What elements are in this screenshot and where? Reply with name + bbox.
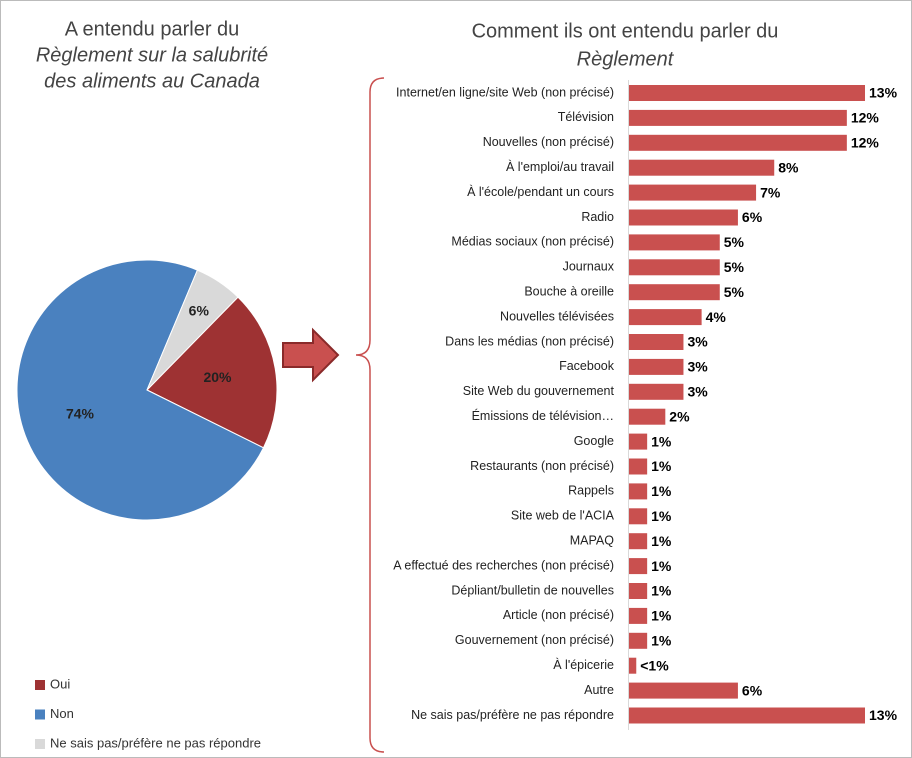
bar xyxy=(629,458,648,475)
value-label: 12% xyxy=(851,110,880,126)
category-label: À l'école/pendant un cours xyxy=(467,184,614,199)
bar xyxy=(629,159,775,176)
bar xyxy=(629,383,684,400)
brace xyxy=(355,77,385,753)
value-label: 5% xyxy=(724,234,745,250)
category-label: Dans les médias (non précisé) xyxy=(445,334,614,348)
value-label: 1% xyxy=(651,433,672,449)
value-label: 7% xyxy=(760,184,781,200)
pie-slice xyxy=(146,269,239,391)
value-label: 1% xyxy=(651,458,672,474)
value-label: 12% xyxy=(851,135,880,151)
value-label: 5% xyxy=(724,259,745,275)
category-label: Émissions de télévision… xyxy=(472,408,614,423)
bar xyxy=(629,134,847,151)
category-label: Dépliant/bulletin de nouvelles xyxy=(451,583,614,597)
bar xyxy=(629,583,648,599)
category-label: Site Web du gouvernement xyxy=(463,384,615,398)
value-label: <1% xyxy=(640,657,669,673)
bar xyxy=(629,632,648,649)
category-label: MAPAQ xyxy=(570,533,614,547)
category-label: Restaurants (non précisé) xyxy=(470,459,614,473)
bar xyxy=(629,533,648,550)
bar xyxy=(629,707,865,724)
value-label: 3% xyxy=(687,334,708,350)
pie-slice xyxy=(16,259,265,521)
bar xyxy=(629,85,865,101)
value-label: 1% xyxy=(651,533,672,549)
value-label: 1% xyxy=(651,483,672,499)
bar xyxy=(629,334,684,350)
category-label: Rappels xyxy=(568,484,614,498)
category-label: Bouche à oreille xyxy=(524,284,614,298)
bar xyxy=(629,607,648,624)
value-label: 3% xyxy=(687,384,708,400)
arrow xyxy=(282,327,340,383)
category-label: Internet/en ligne/site Web (non précisé) xyxy=(396,85,614,99)
bar xyxy=(629,358,684,375)
category-label: Autre xyxy=(584,683,614,697)
value-label: 13% xyxy=(869,707,898,723)
category-label: Facebook xyxy=(559,359,615,373)
value-label: 3% xyxy=(687,359,708,375)
category-label: Gouvernement (non précisé) xyxy=(455,633,614,647)
legend-label: Oui xyxy=(50,676,70,691)
bar xyxy=(629,284,720,301)
category-label: Article (non précisé) xyxy=(503,608,614,622)
chart-title: des aliments au Canada xyxy=(44,70,260,92)
category-label: A effectué des recherches (non précisé) xyxy=(393,558,614,572)
value-label: 1% xyxy=(651,608,672,624)
value-label: 6% xyxy=(742,209,763,225)
value-label: 4% xyxy=(706,309,727,325)
bar xyxy=(629,433,648,450)
legend-label: Ne sais pas/préfère ne pas répondre xyxy=(50,735,261,750)
value-label: 1% xyxy=(651,558,672,574)
category-label: Site web de l'ACIA xyxy=(511,509,615,523)
category-label: À l'épicerie xyxy=(553,657,614,672)
category-label: Radio xyxy=(581,210,614,224)
bar xyxy=(629,184,757,201)
chart-title: Règlement sur la salubrité xyxy=(36,44,268,66)
value-label: 8% xyxy=(778,159,799,175)
chart-title: Règlement xyxy=(577,48,675,70)
category-label: À l'emploi/au travail xyxy=(506,159,614,174)
category-label: Médias sociaux (non précisé) xyxy=(451,235,614,249)
category-label: Journaux xyxy=(563,260,615,274)
bar xyxy=(629,558,648,575)
category-label: Nouvelles télévisées xyxy=(500,309,614,323)
bar xyxy=(629,109,847,126)
category-label: Nouvelles (non précisé) xyxy=(483,135,614,149)
bar xyxy=(629,483,648,500)
slice-label: 20% xyxy=(203,369,232,385)
chart-title: A entendu parler du xyxy=(65,18,240,40)
value-label: 1% xyxy=(651,633,672,649)
chart-title: Comment ils ont entendu parler du xyxy=(472,20,779,42)
category-label: Google xyxy=(574,434,614,448)
legend-swatch xyxy=(35,680,45,690)
bar xyxy=(629,682,738,699)
slice-label: 6% xyxy=(189,303,210,319)
category-label: Télévision xyxy=(558,110,614,124)
bar xyxy=(629,408,666,425)
bar xyxy=(629,508,648,525)
value-label: 1% xyxy=(651,508,672,524)
category-label: Ne sais pas/préfère ne pas répondre xyxy=(411,708,614,722)
value-label: 6% xyxy=(742,682,763,698)
value-label: 1% xyxy=(651,583,672,599)
bar xyxy=(629,209,738,226)
bar xyxy=(629,259,720,276)
bar xyxy=(629,234,720,251)
legend-label: Non xyxy=(50,706,74,721)
slice-label: 74% xyxy=(66,406,95,422)
value-label: 5% xyxy=(724,284,745,300)
value-label: 2% xyxy=(669,408,690,424)
bar xyxy=(629,309,702,326)
legend-swatch xyxy=(35,709,45,720)
value-label: 13% xyxy=(869,85,898,101)
legend-swatch xyxy=(35,739,45,749)
bar xyxy=(629,657,637,674)
pie-slice xyxy=(146,296,278,449)
